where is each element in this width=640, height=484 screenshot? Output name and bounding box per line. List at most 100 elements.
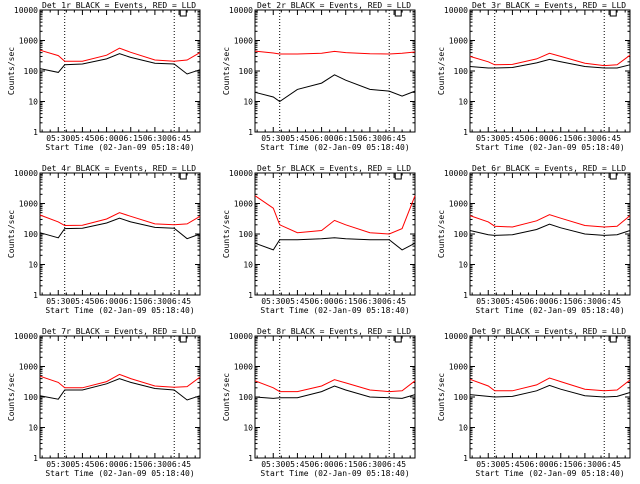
plot-frame	[254, 172, 416, 296]
y-tick-label: 1000	[449, 200, 468, 209]
y-tick-label: 1000	[234, 200, 253, 209]
x-tick-label: 05:45	[70, 134, 94, 143]
y-tick-label: 1	[248, 128, 253, 137]
series-line-events	[469, 58, 631, 69]
x-tick-label: 06:45	[597, 460, 621, 469]
marker-box	[179, 10, 187, 17]
y-tick-label: 10	[28, 98, 38, 107]
y-tick-label: 10	[28, 261, 38, 270]
x-tick-label: 06:30	[143, 460, 167, 469]
x-axis-label: Start Time (02-Jan-09 05:18:40)	[260, 143, 409, 152]
plot-frame	[254, 335, 416, 459]
x-axis-label: Start Time (02-Jan-09 05:18:40)	[475, 469, 624, 478]
x-tick-label: 05:30	[476, 297, 500, 306]
x-tick-label: 06:00	[95, 297, 119, 306]
y-tick-label: 100	[454, 393, 469, 402]
x-tick-label: 05:30	[46, 460, 70, 469]
series-line-events	[39, 378, 201, 401]
x-tick-label: 06:45	[382, 460, 406, 469]
y-tick-label: 100	[24, 67, 39, 76]
x-tick-label: 06:45	[167, 297, 191, 306]
panel-det-8: Det 8r BLACK = Events, RED = LLD 1 10 100 10…	[222, 327, 416, 478]
y-tick-label: 1000	[234, 363, 253, 372]
panel-title: Det 8r BLACK = Events, RED = LLD	[257, 327, 411, 336]
y-tick-label: 10000	[229, 6, 253, 15]
y-axis-label: Counts/sec	[7, 47, 16, 95]
y-tick-label: 100	[454, 230, 469, 239]
y-axis-label: Counts/sec	[222, 47, 231, 95]
y-tick-label: 10000	[14, 169, 38, 178]
x-tick-label: 05:30	[261, 297, 285, 306]
panel-det-5: Det 5r BLACK = Events, RED = LLD 1 10 100 10…	[222, 164, 416, 315]
series-line-lld	[39, 373, 201, 389]
series-line-lld	[469, 214, 631, 228]
x-tick-label: 05:45	[70, 297, 94, 306]
series-line-lld	[469, 377, 631, 392]
marker-box	[394, 336, 402, 343]
series-line-lld	[469, 52, 631, 67]
y-tick-label: 1	[463, 128, 468, 137]
x-tick-label: 06:45	[167, 460, 191, 469]
marker-box	[609, 173, 617, 180]
marker-box	[609, 10, 617, 17]
x-tick-label: 06:00	[310, 460, 334, 469]
x-tick-label: 06:15	[119, 297, 143, 306]
y-tick-label: 10000	[14, 332, 38, 341]
x-tick-label: 05:30	[46, 134, 70, 143]
x-tick-label: 05:45	[500, 460, 524, 469]
x-tick-label: 06:30	[358, 460, 382, 469]
marker-box	[609, 336, 617, 343]
series-line-events	[254, 74, 416, 103]
series-line-lld	[254, 195, 416, 235]
x-tick-label: 05:30	[46, 297, 70, 306]
x-tick-label: 06:30	[143, 134, 167, 143]
x-axis-label: Start Time (02-Jan-09 05:18:40)	[45, 469, 194, 478]
y-axis-label: Counts/sec	[7, 373, 16, 421]
y-axis-label: Counts/sec	[222, 210, 231, 258]
y-tick-label: 10	[243, 261, 253, 270]
y-tick-label: 10000	[444, 332, 468, 341]
y-tick-label: 100	[239, 67, 254, 76]
x-tick-label: 06:45	[597, 134, 621, 143]
x-axis-label: Start Time (02-Jan-09 05:18:40)	[45, 143, 194, 152]
x-tick-label: 05:45	[285, 297, 309, 306]
y-tick-label: 1000	[19, 363, 38, 372]
panel-det-7: Det 7r BLACK = Events, RED = LLD 1 10 100 10…	[7, 327, 201, 478]
x-tick-label: 06:45	[382, 297, 406, 306]
y-tick-label: 1	[248, 291, 253, 300]
series-line-events	[254, 237, 416, 251]
series-line-lld	[254, 379, 416, 393]
y-tick-label: 1000	[449, 363, 468, 372]
x-tick-label: 06:00	[525, 134, 549, 143]
x-tick-label: 06:00	[95, 134, 119, 143]
y-tick-label: 10000	[229, 332, 253, 341]
x-axis-label: Start Time (02-Jan-09 05:18:40)	[45, 306, 194, 315]
y-tick-label: 100	[24, 393, 39, 402]
panel-title: Det 7r BLACK = Events, RED = LLD	[42, 327, 196, 336]
plot-frame	[39, 335, 201, 459]
y-tick-label: 10	[458, 261, 468, 270]
x-tick-label: 06:00	[525, 460, 549, 469]
x-tick-label: 06:45	[382, 134, 406, 143]
y-tick-label: 100	[454, 67, 469, 76]
x-tick-label: 06:30	[573, 460, 597, 469]
y-tick-label: 1	[248, 454, 253, 463]
series-line-events	[39, 53, 201, 75]
y-tick-label: 10000	[444, 169, 468, 178]
x-tick-label: 06:00	[525, 297, 549, 306]
x-tick-label: 06:30	[573, 134, 597, 143]
y-tick-label: 10000	[444, 6, 468, 15]
marker-box	[179, 173, 187, 180]
x-tick-label: 06:00	[95, 460, 119, 469]
y-tick-label: 10000	[229, 169, 253, 178]
y-axis-label: Counts/sec	[222, 373, 231, 421]
plot-frame	[469, 9, 631, 133]
y-tick-label: 1000	[234, 37, 253, 46]
x-tick-label: 06:15	[119, 134, 143, 143]
panel-det-2: Det 2r BLACK = Events, RED = LLD 1 10 100 10…	[222, 1, 416, 152]
y-tick-label: 100	[239, 393, 254, 402]
series-line-events	[469, 223, 631, 236]
panel-title: Det 3r BLACK = Events, RED = LLD	[472, 1, 626, 10]
y-tick-label: 10	[458, 98, 468, 107]
